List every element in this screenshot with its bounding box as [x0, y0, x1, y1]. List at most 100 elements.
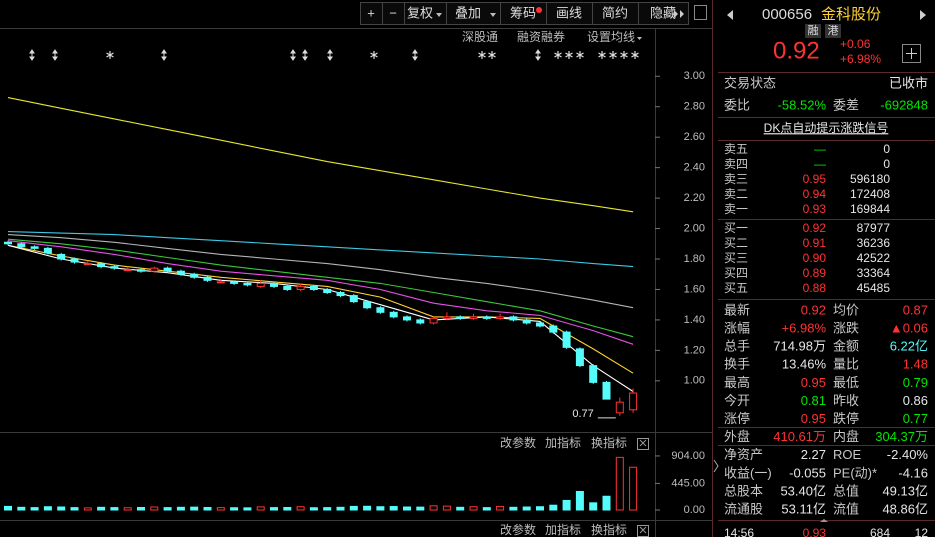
- toolbar-button-label[interactable]: 复权: [407, 5, 433, 20]
- candle-body: [403, 316, 411, 321]
- event-marker[interactable]: [106, 51, 114, 59]
- event-marker[interactable]: [609, 51, 617, 59]
- collapse-arrow[interactable]: [713, 459, 719, 473]
- volume-bar: [43, 506, 52, 511]
- toolbar-button-label[interactable]: −: [389, 5, 397, 20]
- indicator-option[interactable]: 改参数: [500, 435, 536, 450]
- stat-label: 总股本: [724, 483, 763, 498]
- book-volume: 0: [883, 157, 890, 171]
- stat-label: 涨停: [724, 411, 750, 426]
- stat-value: 304.37万: [875, 429, 928, 444]
- next-stock[interactable]: [920, 10, 926, 20]
- volume-bar: [243, 507, 252, 511]
- candle-body: [97, 263, 106, 268]
- stat-value: +6.98%: [782, 321, 827, 336]
- stat-label: 最低: [833, 375, 859, 390]
- stat-label: 昨收: [833, 393, 859, 408]
- stat-value: 0.95: [801, 375, 826, 390]
- stat-label: 外盘: [724, 429, 750, 444]
- volume-bar: [469, 506, 478, 511]
- volume-bar: [17, 506, 26, 511]
- volume-bar: [137, 506, 145, 511]
- toolbar-button-label[interactable]: 筹码: [510, 5, 536, 20]
- toolbar-button-label[interactable]: 简约: [602, 5, 628, 20]
- indicator-option[interactable]: 改参数: [500, 522, 536, 537]
- indicator-option[interactable]: 换指标: [591, 522, 627, 537]
- event-marker[interactable]: [478, 51, 486, 59]
- add-icon[interactable]: [906, 48, 917, 59]
- candle-body: [123, 269, 132, 272]
- candle-body: [376, 307, 385, 313]
- volume-bar: [57, 506, 66, 511]
- moving-average-line: [7, 240, 634, 345]
- ratio-value: -58.52%: [778, 97, 827, 112]
- volume-bar: [309, 507, 318, 511]
- toolbar-button-label[interactable]: 隐藏: [650, 5, 676, 20]
- stat-label: 最新: [724, 302, 750, 317]
- stat-value: 0.95: [801, 411, 826, 426]
- event-marker[interactable]: [327, 49, 333, 61]
- stat-label: ROE: [833, 447, 862, 462]
- volume-bar: [176, 506, 185, 511]
- prev-stock[interactable]: [727, 10, 733, 20]
- candle-body: [30, 246, 39, 249]
- stat-label: 量比: [833, 357, 859, 372]
- stat-label: 最高: [724, 375, 750, 390]
- volume-bar: [456, 506, 465, 511]
- stat-value: -2.40%: [887, 447, 929, 462]
- candle-body: [283, 285, 292, 290]
- event-marker[interactable]: [290, 49, 296, 61]
- book-label: 卖五: [724, 142, 748, 156]
- event-marker[interactable]: [29, 49, 35, 61]
- close-panel[interactable]: [637, 438, 649, 450]
- candle-body: [176, 270, 185, 275]
- volume-bar: [296, 506, 305, 511]
- y-tick-label: 1.40: [684, 314, 705, 326]
- chart-option[interactable]: 设置均线: [587, 30, 635, 44]
- event-marker[interactable]: [535, 49, 541, 61]
- volume-bar: [602, 495, 611, 511]
- diff-label: 委差: [833, 97, 859, 112]
- event-marker[interactable]: [576, 51, 584, 59]
- volume-bar: [283, 506, 292, 511]
- event-marker[interactable]: [302, 49, 308, 61]
- candle-body: [4, 241, 12, 245]
- event-marker[interactable]: [52, 49, 58, 61]
- event-marker[interactable]: [620, 51, 628, 59]
- event-marker[interactable]: [565, 51, 573, 59]
- tag-box: [805, 24, 821, 38]
- event-marker[interactable]: [554, 51, 562, 59]
- toolbar-button-label[interactable]: 叠加: [455, 5, 481, 20]
- book-price: 0.93: [803, 202, 827, 216]
- candle-body: [629, 392, 638, 411]
- event-marker[interactable]: [631, 51, 639, 59]
- indicator-option[interactable]: 加指标: [545, 522, 581, 537]
- indicator-option[interactable]: 换指标: [591, 435, 627, 450]
- volume-bar: [589, 502, 598, 511]
- book-price: 0.92: [803, 221, 827, 235]
- stat-value: -0.055: [789, 465, 826, 480]
- event-marker[interactable]: [598, 51, 606, 59]
- chart-option[interactable]: 深股通: [462, 30, 498, 44]
- scroll-arrow[interactable]: [820, 519, 828, 522]
- add-watchlist[interactable]: [902, 44, 921, 63]
- expand-button[interactable]: [694, 5, 707, 20]
- toolbar-button[interactable]: [638, 2, 689, 25]
- event-marker[interactable]: [370, 51, 378, 59]
- stat-label: 总值: [833, 483, 859, 498]
- event-marker[interactable]: [412, 49, 418, 61]
- event-marker[interactable]: [488, 51, 496, 59]
- book-price: 0.91: [803, 236, 827, 250]
- toolbar-button-label[interactable]: 画线: [556, 5, 582, 20]
- chart-option[interactable]: 融资融券: [517, 29, 565, 44]
- indicator-option[interactable]: 加指标: [545, 435, 581, 450]
- signal-link[interactable]: DK点自动提示涨跌信号: [764, 120, 889, 135]
- candle-body: [137, 269, 145, 272]
- event-marker[interactable]: [161, 49, 167, 61]
- toolbar-button-label[interactable]: +: [367, 5, 375, 20]
- volume-bar: [230, 507, 239, 511]
- book-price: 0.95: [803, 172, 827, 186]
- volume-bar: [270, 507, 278, 511]
- trade-tick: 14:56: [724, 526, 754, 537]
